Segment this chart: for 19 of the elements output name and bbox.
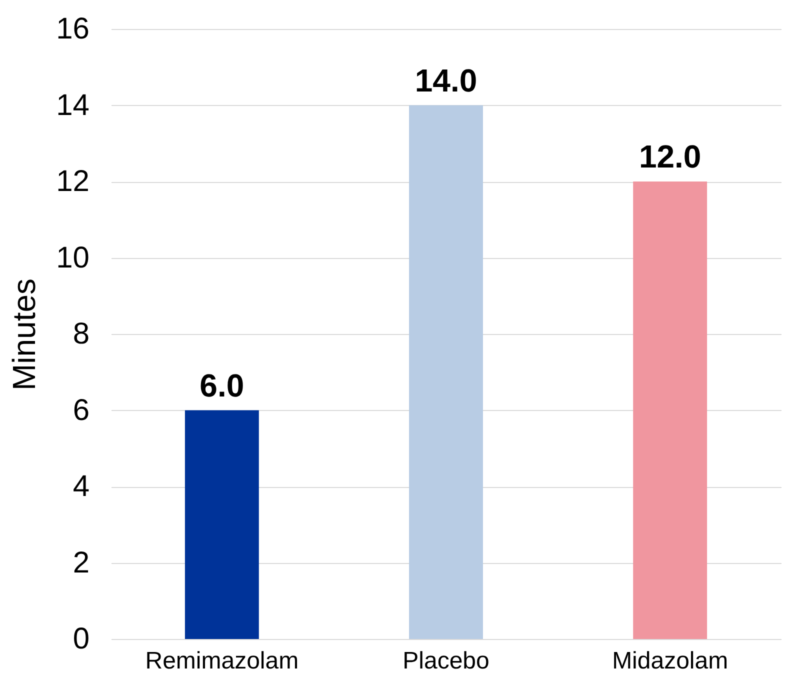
bar: [633, 182, 708, 639]
y-tick-label: 2: [72, 546, 90, 580]
y-tick-label: 16: [56, 12, 90, 46]
data-label: 12.0: [638, 138, 702, 174]
bar: [409, 105, 483, 639]
y-tick-label: 14: [56, 88, 90, 122]
y-tick-label: 8: [72, 318, 90, 350]
y-tick-label: 12: [56, 165, 90, 198]
y-tick-label: 6: [72, 394, 90, 427]
y-axis-title: Minutes: [6, 278, 42, 391]
x-tick-label: Remimazolam: [145, 648, 299, 674]
data-label: 6.0: [200, 367, 244, 404]
y-tick-label: 10: [56, 241, 90, 274]
data-label: 14.0: [414, 62, 478, 98]
y-tick-label: 0: [72, 622, 90, 656]
x-tick-label: Midazolam: [612, 648, 728, 674]
x-tick-label: Placebo: [402, 648, 490, 674]
bar: [184, 410, 259, 639]
y-tick-label: 4: [72, 470, 90, 503]
